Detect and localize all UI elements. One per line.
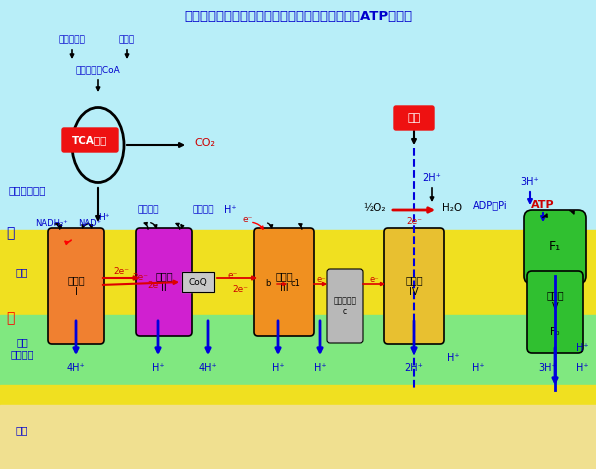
Text: NAD⁺: NAD⁺ [79,219,101,228]
Text: ATP: ATP [531,200,555,210]
Bar [0,405,596,469]
FancyBboxPatch shape [394,106,434,130]
Text: H⁺: H⁺ [98,213,110,222]
Text: H⁺: H⁺ [446,353,460,363]
FancyBboxPatch shape [527,271,583,353]
Text: F₁: F₁ [549,241,561,254]
Text: 2H⁺: 2H⁺ [423,173,442,183]
Text: H⁺: H⁺ [224,205,236,215]
Text: 3H⁺: 3H⁺ [539,363,557,373]
Text: ＋: ＋ [6,311,14,325]
Text: グルコース: グルコース [58,36,85,45]
Text: 2e⁻: 2e⁻ [232,286,248,295]
Text: 2e⁻: 2e⁻ [113,266,129,275]
Text: b: b [265,280,271,288]
Text: ミトコンドリアの電子伝達系と酸化的リン酸化（ATP合成）: ミトコンドリアの電子伝達系と酸化的リン酸化（ATP合成） [184,9,412,23]
Text: H⁺: H⁺ [313,363,327,373]
Text: 複合体
II: 複合体 II [155,271,173,293]
Text: コハク酸: コハク酸 [137,205,159,214]
Text: 膜間
スペース: 膜間 スペース [10,337,34,359]
Text: 2e⁻: 2e⁻ [132,273,148,282]
FancyBboxPatch shape [48,228,104,344]
Text: 複合体
IV: 複合体 IV [405,275,423,297]
Text: ADP＋Pi: ADP＋Pi [473,200,507,210]
Bar [0,315,596,385]
FancyBboxPatch shape [524,210,586,284]
Text: 内膜: 内膜 [15,267,28,277]
Text: 4H⁺: 4H⁺ [67,363,85,373]
Text: H⁺: H⁺ [272,363,284,373]
Text: 呼吸: 呼吸 [408,113,421,123]
Text: TCA回路: TCA回路 [72,135,108,145]
Text: H⁺: H⁺ [576,363,588,373]
Text: シトクロム
c: シトクロム c [333,296,356,316]
Text: 3H⁺: 3H⁺ [521,177,539,187]
Text: e⁻: e⁻ [228,271,238,280]
Bar [182,272,214,292]
Text: CO₂: CO₂ [194,138,216,148]
Bar [182,272,214,292]
Text: F₀: F₀ [550,327,560,337]
Text: H₂O: H₂O [442,203,462,213]
Text: アセチル－CoA: アセチル－CoA [76,66,120,75]
Text: e⁻: e⁻ [316,274,326,283]
FancyBboxPatch shape [136,228,192,336]
Bar [0,230,596,315]
Bar [0,385,596,405]
FancyBboxPatch shape [62,128,118,152]
Text: －: － [6,226,14,240]
Text: 2e⁻: 2e⁻ [147,280,163,289]
Text: c1: c1 [290,280,300,288]
Text: 複合体
III: 複合体 III [275,271,293,293]
Text: フマル酸: フマル酸 [193,205,214,214]
Text: 脂肪酸: 脂肪酸 [119,36,135,45]
FancyBboxPatch shape [384,228,444,344]
Text: 4H⁺: 4H⁺ [198,363,218,373]
FancyBboxPatch shape [327,269,363,343]
Text: H⁺: H⁺ [576,343,588,353]
Text: マトリックス: マトリックス [8,185,46,195]
Text: 2H⁺: 2H⁺ [405,363,423,373]
Text: CoQ: CoQ [188,278,207,287]
Text: H⁺: H⁺ [471,363,485,373]
Text: e⁻: e⁻ [369,274,379,283]
Text: 外膜: 外膜 [15,425,28,435]
Text: 複合体
V: 複合体 V [546,290,564,312]
Text: 複合体
I: 複合体 I [67,275,85,297]
Text: ½O₂: ½O₂ [364,203,386,213]
Text: e⁻: e⁻ [243,215,253,225]
Text: 2e⁻: 2e⁻ [406,218,422,227]
Text: NADH₂⁺: NADH₂⁺ [36,219,69,228]
Text: H⁺: H⁺ [152,363,164,373]
FancyBboxPatch shape [254,228,314,336]
